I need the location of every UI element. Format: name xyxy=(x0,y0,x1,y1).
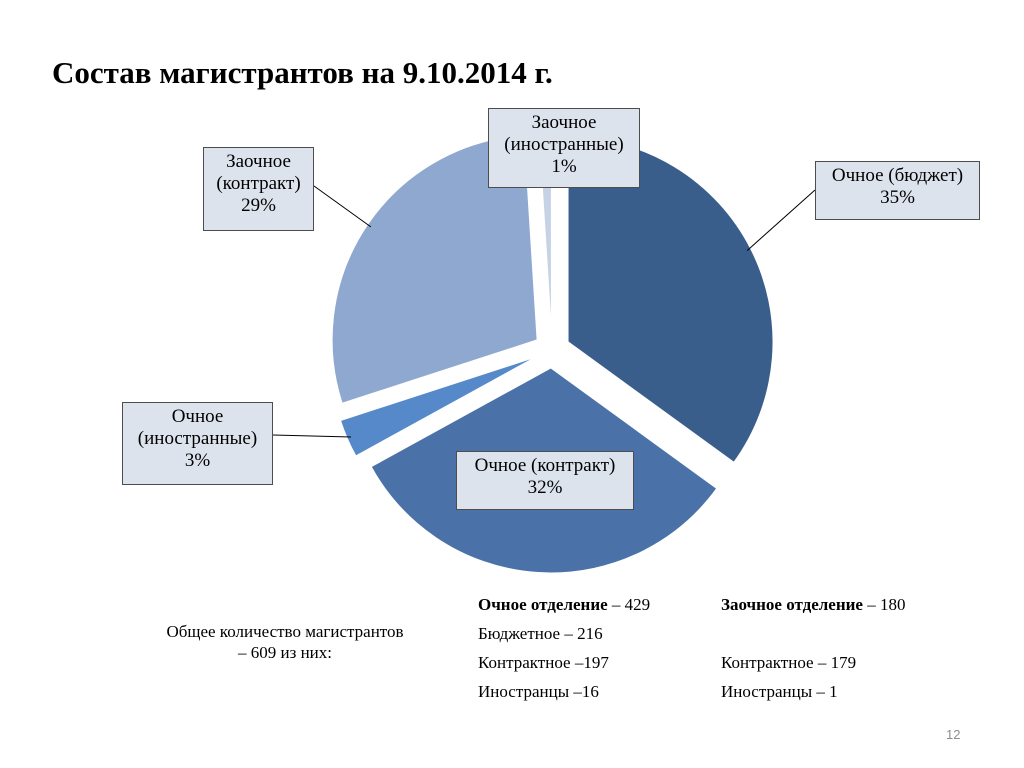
fulltime-foreign: Иностранцы –16 xyxy=(478,682,599,701)
fulltime-contract: Контрактное –197 xyxy=(478,653,609,672)
parttime-empty-row xyxy=(721,619,905,648)
slice-label-fulltime-contract: Очное (контракт) 32% xyxy=(456,451,634,510)
fulltime-heading: Очное отделение – 429 xyxy=(478,595,651,614)
parttime-stats: Заочное отделение – 180 Контрактное – 17… xyxy=(721,590,905,706)
slice-label-fulltime-budget: Очное (бюджет) 35% xyxy=(815,161,980,220)
fulltime-stats: Очное отделение – 429 Бюджетное – 216 Ко… xyxy=(478,590,650,706)
parttime-heading: Заочное отделение – 180 xyxy=(721,595,906,614)
total-summary: Общее количество магистрантов – 609 из н… xyxy=(140,621,430,663)
parttime-contract: Контрактное – 179 xyxy=(721,653,857,672)
parttime-foreign: Иностранцы – 1 xyxy=(721,682,838,701)
pie-slice-2 xyxy=(339,356,536,457)
page-number: 12 xyxy=(946,727,961,742)
total-summary-line1: Общее количество магистрантов xyxy=(166,622,404,641)
slice-label-fulltime-foreign: Очное (иностранные) 3% xyxy=(122,402,273,485)
page-title: Состав магистрантов на 9.10.2014 г. xyxy=(52,55,553,90)
total-summary-line2: – 609 из них: xyxy=(238,643,332,662)
fulltime-budget: Бюджетное – 216 xyxy=(478,624,603,643)
slice-label-parttime-contract: Заочное (контракт) 29% xyxy=(203,147,314,231)
slice-label-parttime-foreign: Заочное (иностранные) 1% xyxy=(488,108,640,188)
leader-line-2 xyxy=(272,434,352,438)
leader-line-3 xyxy=(313,185,372,228)
leader-line-0 xyxy=(746,189,816,251)
